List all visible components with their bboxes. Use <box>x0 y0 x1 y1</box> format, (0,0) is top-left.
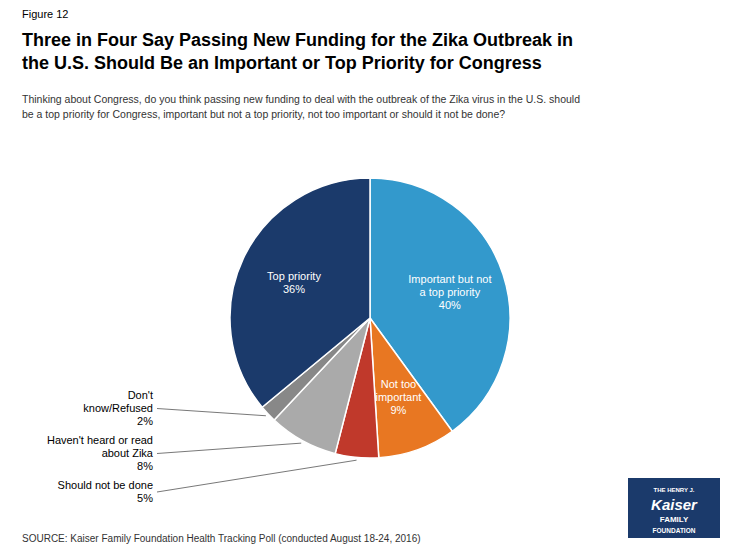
text-line: 40% <box>439 299 461 311</box>
labels: Important but nota top priority40% Not to… <box>47 270 492 504</box>
text-line: Three in Four Say Passing New Funding fo… <box>22 30 573 50</box>
text-line: Figure 12 <box>22 8 68 20</box>
slice-label: Top priority <box>267 270 321 282</box>
figure-label: Figure 12 <box>22 8 68 20</box>
text-line: Important but not <box>408 273 491 285</box>
pie <box>230 178 510 458</box>
chart-svg: Figure 12 Three in Four Say Passing New F… <box>0 0 735 551</box>
text-line: 36% <box>283 283 305 295</box>
background <box>0 0 735 551</box>
text-line: SOURCE: Kaiser Family Foundation Health … <box>22 533 421 544</box>
text-line: Thinking about Congress, do you think pa… <box>22 93 580 105</box>
leader-line <box>157 443 301 453</box>
text-line: Haven't heard or read <box>47 434 153 446</box>
text-line: know/Refused <box>83 402 153 414</box>
text-line: Top priority <box>267 270 321 282</box>
pie-slice <box>370 318 452 458</box>
slice-label: Not tooimportant <box>376 378 422 403</box>
leader-line <box>157 460 357 492</box>
title: Three in Four Say Passing New Funding fo… <box>22 30 573 73</box>
logo-text: THE HENRY J. <box>653 487 694 493</box>
text-line: 5% <box>137 492 153 504</box>
text-line: Don't <box>128 389 153 401</box>
leader-line <box>157 409 266 416</box>
logo: THE HENRY J. Kaiser FAMILY FOUNDATION <box>628 478 720 538</box>
logo-text: FAMILY <box>660 515 689 524</box>
data-label: 2% <box>137 415 153 427</box>
source: SOURCE: Kaiser Family Foundation Health … <box>22 533 421 544</box>
logo-text: FOUNDATION <box>653 527 696 534</box>
data-label: 36% <box>283 283 305 295</box>
slice-label: Don'tknow/Refused <box>83 389 153 414</box>
text-line: important <box>376 391 422 403</box>
logo-text: Kaiser <box>651 496 698 513</box>
slice-label: Should not be done <box>58 479 153 491</box>
data-label: 5% <box>137 492 153 504</box>
text-line: 2% <box>137 415 153 427</box>
text-line: Not too <box>381 378 416 390</box>
text-line: 9% <box>391 404 407 416</box>
data-label: 40% <box>439 299 461 311</box>
slice-label: Important but nota top priority <box>408 273 491 298</box>
text-line: 8% <box>137 460 153 472</box>
subtitle: Thinking about Congress, do you think pa… <box>22 93 580 120</box>
data-label: 8% <box>137 460 153 472</box>
logo-background <box>628 478 720 538</box>
text-line: about Zika <box>102 447 154 459</box>
slice-label: Haven't heard or readabout Zika <box>47 434 154 459</box>
text-line: the U.S. Should Be an Important or Top P… <box>22 53 542 73</box>
text-line: be a top priority for Congress, importan… <box>22 108 505 120</box>
pie-slice <box>370 178 510 431</box>
chart-container: Figure 12 Three in Four Say Passing New F… <box>0 0 735 551</box>
text-line: Should not be done <box>58 479 153 491</box>
text-line: a top priority <box>420 286 481 298</box>
pie-slice <box>230 178 370 407</box>
data-label: 9% <box>391 404 407 416</box>
